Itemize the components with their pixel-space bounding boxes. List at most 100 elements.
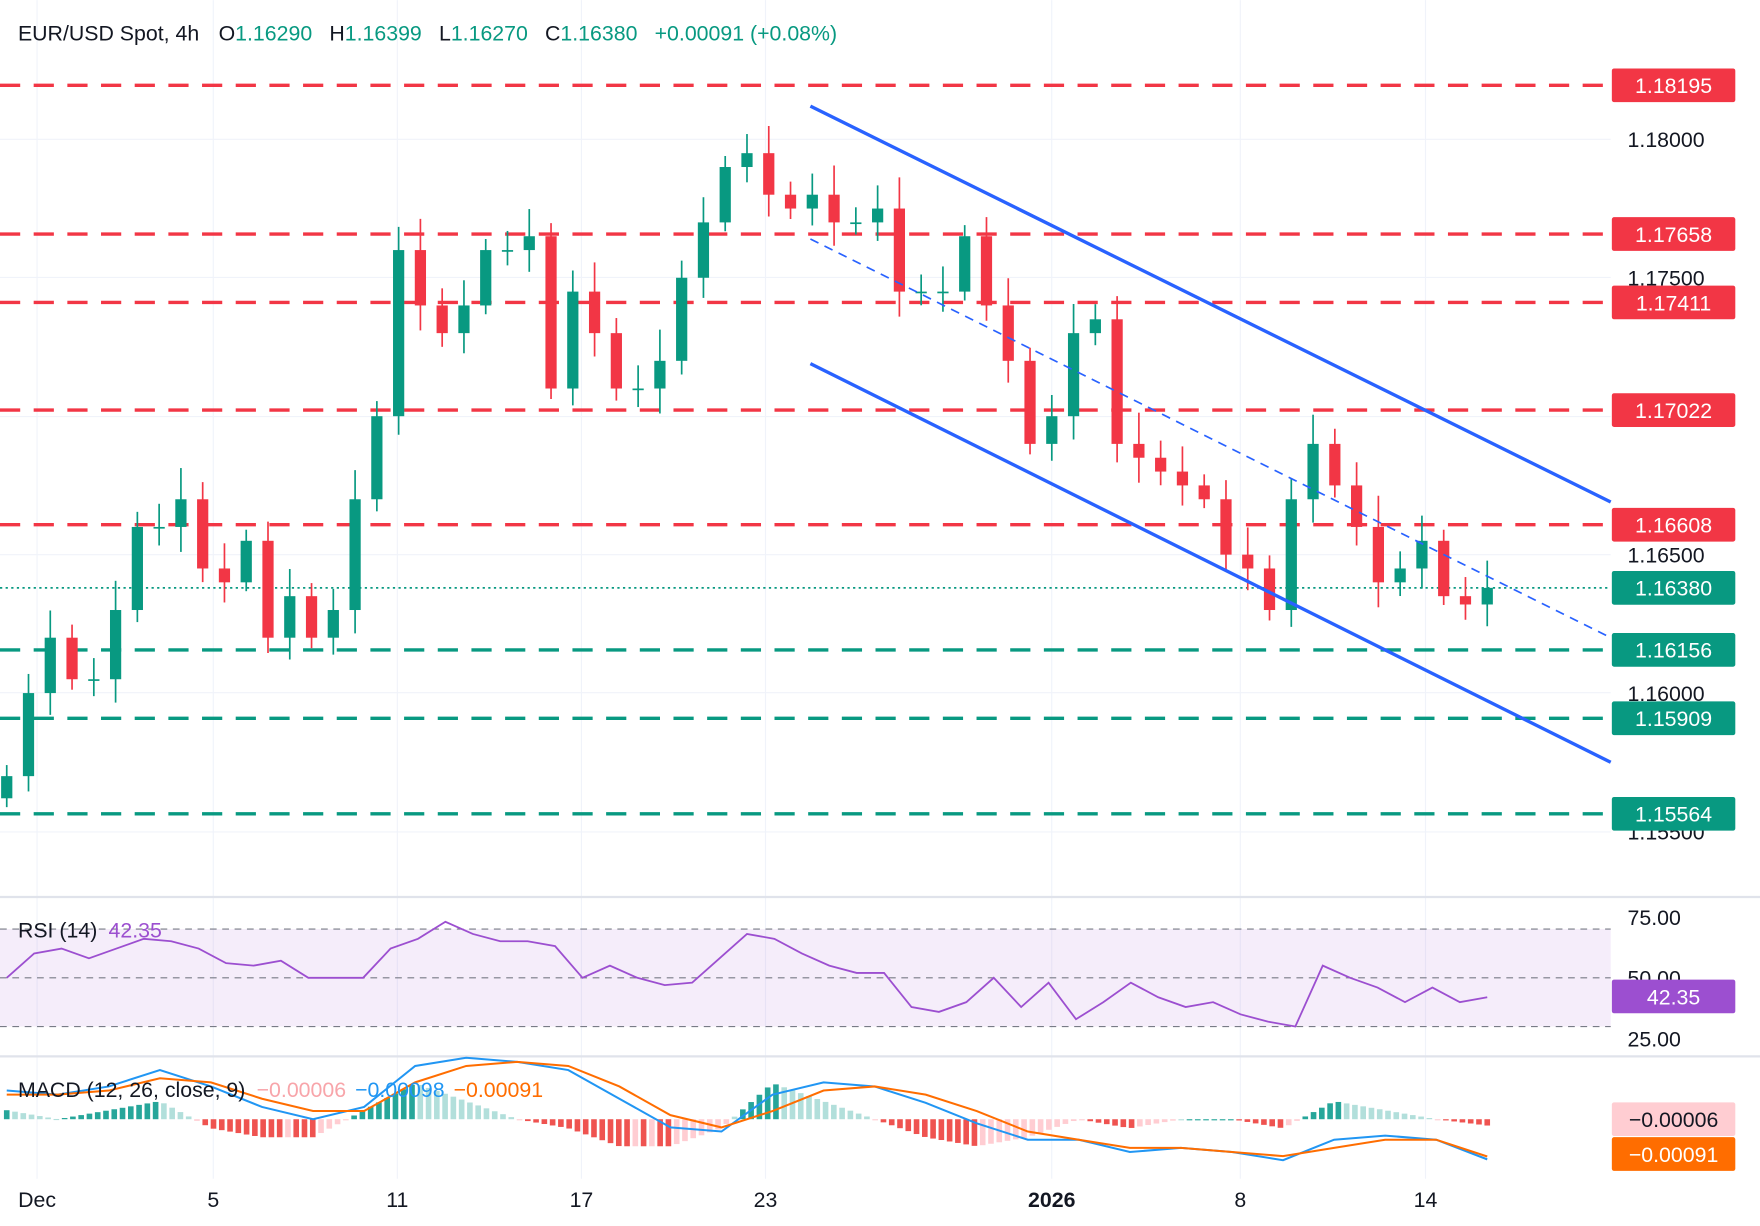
- macd-histogram-bar: [1029, 1119, 1036, 1136]
- candle-body: [850, 222, 862, 225]
- resistance-level-tag-label: 1.17658: [1635, 223, 1712, 247]
- macd-histogram-bar: [1228, 1119, 1234, 1121]
- candle-body: [1285, 499, 1297, 611]
- macd-histogram-bar: [930, 1119, 936, 1139]
- time-axis[interactable]: Dec 5 11 17 23 2026 8 14: [18, 1188, 1437, 1212]
- candle-body: [1002, 305, 1014, 361]
- candle-body: [980, 236, 993, 306]
- candle-body: [872, 208, 884, 223]
- macd-histogram-bar: [392, 1093, 399, 1120]
- candle-body: [915, 291, 927, 294]
- candle-body: [88, 679, 100, 681]
- resistance-level-tag: [1611, 68, 1736, 103]
- macd-histogram-bar: [227, 1119, 233, 1132]
- macd-histogram-bar: [458, 1099, 465, 1120]
- macd-line-value: −0.00098: [355, 1078, 445, 1102]
- candle-body: [349, 499, 361, 611]
- candle-body: [806, 194, 818, 209]
- macd-histogram-bar: [516, 1119, 523, 1121]
- macd-histogram-bar: [1327, 1103, 1333, 1120]
- macd-histogram-bar: [1153, 1119, 1160, 1124]
- macd-histogram-bar: [1244, 1119, 1251, 1122]
- macd-histogram-bar: [442, 1093, 448, 1120]
- macd-histogram-bar: [657, 1119, 663, 1147]
- support-level-tag-label: 1.15909: [1635, 707, 1712, 731]
- macd-value-tag: [1611, 1102, 1736, 1137]
- macd-histogram-bar: [475, 1105, 481, 1120]
- candle-body: [1394, 568, 1406, 583]
- macd-histogram-bar: [1046, 1119, 1052, 1130]
- price-axis[interactable]: 1.180001.175001.165001.160001.155001.181…: [1611, 68, 1736, 844]
- macd-histogram-bar: [847, 1110, 854, 1120]
- macd-histogram-bar: [491, 1111, 498, 1120]
- candle-body: [1481, 587, 1493, 605]
- macd-histogram-bar: [872, 1119, 878, 1121]
- macd-histogram-bar: [1120, 1119, 1127, 1128]
- support-level-tag-label: 1.15564: [1635, 803, 1712, 827]
- macd-histogram-bar: [822, 1101, 829, 1120]
- candle-body: [1024, 360, 1036, 444]
- rsi-value-tag: [1611, 979, 1736, 1014]
- macd-histogram-bar: [591, 1119, 597, 1138]
- candle-body: [1067, 333, 1080, 417]
- candle-body: [893, 208, 906, 292]
- close-label: C: [545, 22, 560, 46]
- macd-histogram-bar: [483, 1108, 490, 1120]
- macd-histogram-bar: [1360, 1106, 1366, 1120]
- macd-histogram-bar: [1401, 1113, 1408, 1120]
- rsi-legend-value: 42.35: [109, 918, 162, 942]
- candle-body: [436, 305, 448, 334]
- candle-body: [588, 291, 601, 334]
- candle-body: [458, 305, 470, 334]
- candle-body: [741, 153, 753, 168]
- macd-histogram-bar: [70, 1116, 76, 1120]
- price-tick-label: 1.18000: [1628, 128, 1705, 152]
- macd-histogram-bar: [1070, 1119, 1077, 1122]
- macd-histogram-bar: [756, 1094, 763, 1120]
- candle-body: [1, 776, 13, 799]
- macd-histogram-bar: [1319, 1107, 1325, 1120]
- candle-body: [523, 236, 535, 251]
- candle-body: [697, 222, 710, 278]
- candle-body: [66, 637, 78, 680]
- macd-histogram-bar: [831, 1104, 837, 1120]
- macd-histogram-bar: [1079, 1119, 1085, 1121]
- macd-histogram-bar: [1161, 1119, 1168, 1123]
- macd-value-tag-label: −0.00006: [1629, 1108, 1719, 1132]
- change-value: +0.00091 (+0.08%): [655, 22, 837, 46]
- descending-channel: [809, 104, 1612, 764]
- macd-histogram-bar: [94, 1112, 101, 1120]
- candle-body: [763, 153, 775, 195]
- macd-histogram-bar: [599, 1119, 606, 1141]
- macd-histogram-bar: [913, 1119, 920, 1135]
- macd-histogram-bar: [541, 1119, 548, 1125]
- candle-body: [784, 194, 797, 209]
- macd-value-tag-label: −0.00091: [1629, 1143, 1719, 1167]
- high-label: H: [329, 22, 344, 46]
- candle-body: [959, 236, 971, 292]
- candle-body: [1111, 319, 1123, 444]
- macd-histogram-bar: [1186, 1119, 1193, 1121]
- macd-histogram-bar: [1443, 1119, 1449, 1121]
- macd-histogram-bar: [260, 1119, 266, 1138]
- macd-histogram-bar: [136, 1104, 142, 1120]
- candle-body: [393, 250, 405, 417]
- macd-histogram-bar: [1021, 1119, 1027, 1138]
- rsi-tick-label: 25.00: [1628, 1028, 1681, 1052]
- time-tick-label: 11: [386, 1188, 408, 1212]
- macd-histogram-bar: [574, 1119, 581, 1132]
- macd-histogram-bar: [764, 1087, 771, 1120]
- macd-histogram-bar: [53, 1118, 60, 1121]
- macd-histogram-bar: [144, 1103, 151, 1120]
- macd-histogram-bar: [566, 1119, 572, 1129]
- candle-body: [305, 596, 318, 638]
- candle-body: [153, 526, 165, 529]
- macd-histogram-bar: [806, 1096, 812, 1120]
- candle-body: [610, 333, 622, 389]
- candle-body: [567, 291, 579, 389]
- time-tick-label: 8: [1234, 1188, 1246, 1212]
- open-value: 1.16290: [235, 22, 312, 46]
- macd-histogram-bar: [582, 1119, 589, 1135]
